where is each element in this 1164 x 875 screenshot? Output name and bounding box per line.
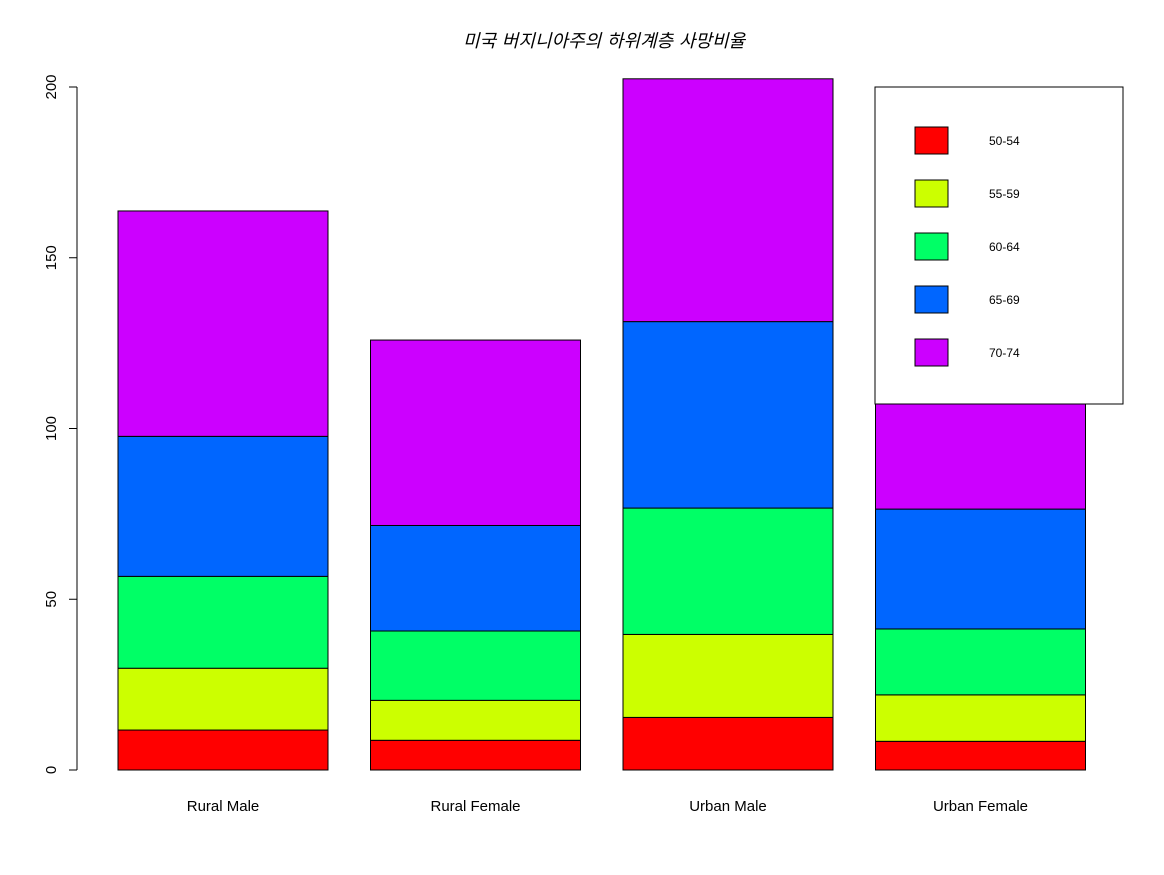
bar-segment-55-59-urban-female [875, 694, 1086, 742]
x-axis-labels: Rural Male Rural Female Urban Male Urban Fe… [187, 798, 1028, 815]
x-tick-label: Urban Male [689, 798, 767, 815]
bar-segment-55-59-rural-female [370, 699, 581, 741]
bar-segment-70-74-urban-male [622, 78, 834, 323]
bar-segment-50-54-rural-male [117, 729, 329, 771]
bar-segment-60-64-rural-male [117, 575, 329, 669]
bar-segment-50-54-urban-female [875, 740, 1086, 771]
chart-title: 미국 버지니아주의 하위계층 사망비율 [463, 31, 747, 52]
bar-segment-60-64-urban-male [622, 507, 834, 635]
legend-label: 70-74 [989, 346, 1020, 360]
bar-segment-65-69-urban-male [622, 321, 834, 509]
legend-swatch-70-74 [914, 338, 949, 367]
bar-segment-65-69-urban-female [875, 508, 1086, 630]
y-tick-label: 100 [43, 416, 60, 441]
bar-segment-60-64-rural-female [370, 630, 581, 701]
legend-swatch-50-54 [914, 126, 949, 155]
bar-segment-65-69-rural-female [370, 524, 581, 632]
legend-swatch-55-59 [914, 179, 949, 208]
bar-segment-70-74-rural-female [370, 339, 581, 526]
legend-label: 55-59 [989, 187, 1020, 201]
y-tick-label: 200 [43, 74, 60, 99]
legend-swatch-65-69 [914, 285, 949, 314]
legend: 50-54 55-59 60-64 65-69 70-74 [874, 86, 1124, 405]
legend-label: 50-54 [989, 134, 1020, 148]
bar-segment-60-64-urban-female [875, 628, 1086, 696]
y-axis: 0 50 100 150 200 [43, 74, 78, 774]
legend-label: 60-64 [989, 240, 1020, 254]
y-tick-label: 150 [43, 245, 60, 270]
bar-segment-65-69-rural-male [117, 435, 329, 577]
bar-segment-70-74-rural-male [117, 210, 329, 437]
x-tick-label: Rural Male [187, 798, 260, 815]
bar-segment-55-59-rural-male [117, 667, 329, 731]
y-tick-label: 0 [43, 766, 60, 774]
x-tick-label: Urban Female [933, 798, 1028, 815]
legend-label: 65-69 [989, 293, 1020, 307]
bar-segment-50-54-urban-male [622, 716, 834, 771]
bar-segment-55-59-urban-male [622, 633, 834, 718]
bar-segment-50-54-rural-female [370, 739, 581, 771]
y-tick-label: 50 [43, 591, 60, 608]
legend-swatch-60-64 [914, 232, 949, 261]
x-tick-label: Rural Female [430, 798, 520, 815]
bars [117, 78, 1086, 771]
